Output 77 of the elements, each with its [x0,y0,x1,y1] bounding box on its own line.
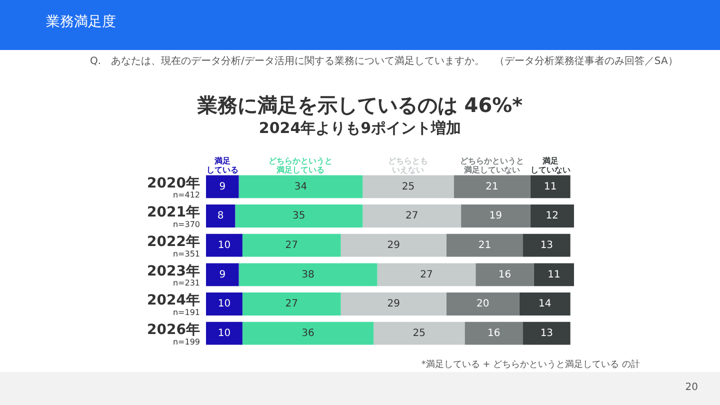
data-label: 10 [218,298,231,310]
series-label: どちらかというと満足していない [460,156,524,174]
y-tick-label: 2023年 n=231 [147,263,200,288]
data-label: 21 [478,240,492,251]
data-label: 27 [285,240,298,251]
bar [206,292,242,316]
bar [522,322,570,345]
data-label: 29 [387,298,400,310]
bar [242,234,341,257]
bar [464,322,523,345]
data-label: 35 [292,210,306,222]
bar [374,322,465,345]
bar [340,234,446,257]
bar [522,234,570,257]
y-tick-label: 2022年 n=351 [147,234,200,258]
data-label: 21 [486,181,498,192]
text: 業務に満足を示しているのは 46%* [196,92,524,119]
chart-subtitle: Q. あなたは、現在のデータ分析/データ活用に関する業務について満足していますか。 （データ分析業務従事者のみ回答／SA） [90,54,678,68]
bar [242,322,374,345]
bar [238,263,378,286]
series-label: どちらともいえない [388,156,428,174]
bar [362,175,454,198]
data-label: 10 [218,328,231,339]
bar [206,234,242,257]
bar [446,292,520,316]
text: 20 [685,382,698,393]
data-label: 19 [489,210,502,222]
bar [534,263,574,286]
y-tick-label: 2020年 n=412 [147,175,200,200]
y-tick-label: 2024年 n=191 [147,292,200,318]
bar [530,204,574,228]
bar [454,175,530,198]
text: *満足している + どちらかというと満足している の計 [421,358,640,371]
bar [235,204,363,228]
data-label: 34 [294,181,308,192]
data-label: 36 [302,328,314,339]
bar [238,175,363,198]
text: 2024年よりも9ポイント増加 [258,119,462,138]
series-label: 満足している [206,156,238,174]
bar [340,292,446,316]
data-label: 12 [546,210,559,222]
data-label: 13 [540,240,554,251]
data-label: 38 [302,269,314,280]
data-label: 8 [217,210,224,222]
bar [206,322,242,345]
data-label: 27 [285,298,298,310]
bar [242,292,341,316]
data-label: 25 [402,181,415,192]
data-label: 16 [487,328,500,339]
bar [530,175,570,198]
data-label: 14 [538,298,552,310]
data-label: 9 [219,181,226,192]
bar [519,292,570,316]
data-label: 29 [387,240,400,251]
data-label: 27 [420,269,433,280]
bar [446,234,523,257]
text: 業務満足度 [46,13,116,31]
data-label: 10 [218,240,231,251]
data-label: 11 [544,181,557,192]
data-label: 11 [548,269,560,280]
series-label: 満足していない [530,156,570,174]
data-label: 25 [412,328,426,339]
data-label: 16 [498,269,512,280]
data-label: 20 [476,298,490,310]
bar [206,263,239,286]
data-label: 13 [540,328,554,339]
series-label: どちらかというと満足している [268,156,333,174]
bar [377,263,476,286]
y-tick-label: 2021年 n=370 [147,204,200,230]
bar [476,263,534,286]
data-label: 27 [405,210,418,222]
y-tick-label: 2026年 n=199 [147,322,200,346]
data-label: 9 [219,269,226,280]
bar [362,204,462,228]
bar [461,204,530,228]
bar [206,204,236,228]
bar [206,175,239,198]
